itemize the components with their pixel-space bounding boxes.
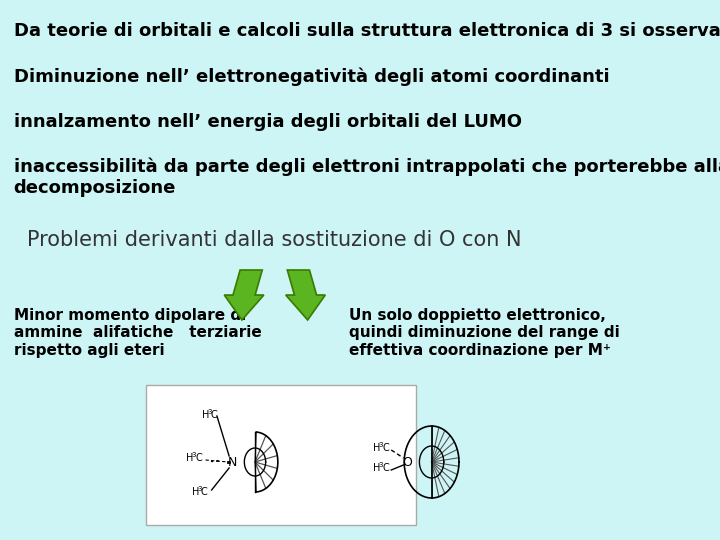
FancyBboxPatch shape	[146, 385, 416, 525]
Text: Da teorie di orbitali e calcoli sulla struttura elettronica di 3 si osserva:: Da teorie di orbitali e calcoli sulla st…	[14, 22, 720, 40]
Text: 3: 3	[378, 462, 383, 468]
Text: 3: 3	[378, 442, 383, 448]
Text: C: C	[201, 487, 207, 497]
Text: H: H	[192, 487, 199, 497]
Text: C: C	[211, 410, 217, 420]
Polygon shape	[286, 270, 325, 320]
Text: H: H	[373, 463, 380, 473]
Text: C: C	[382, 443, 389, 453]
Text: Minor momento dipolare di
ammine  alifatiche   terziarie
rispetto agli eteri: Minor momento dipolare di ammine alifati…	[14, 308, 261, 358]
Text: inaccessibilità da parte degli elettroni intrappolati che porterebbe alla
decomp: inaccessibilità da parte degli elettroni…	[14, 158, 720, 197]
Text: C: C	[382, 463, 389, 473]
Text: 3: 3	[197, 486, 202, 492]
Text: Problemi derivanti dalla sostituzione di O con N: Problemi derivanti dalla sostituzione di…	[27, 230, 521, 250]
Text: innalzamento nell’ energia degli orbitali del LUMO: innalzamento nell’ energia degli orbital…	[14, 113, 522, 131]
Text: N: N	[228, 456, 237, 469]
Text: 3: 3	[207, 409, 212, 415]
Polygon shape	[224, 270, 264, 320]
Text: H: H	[202, 410, 209, 420]
Text: H: H	[373, 443, 380, 453]
Text: H: H	[186, 453, 194, 463]
Text: C: C	[196, 453, 202, 463]
Text: O: O	[402, 456, 412, 469]
Text: 3: 3	[192, 452, 197, 458]
Text: Diminuzione nell’ elettronegatività degli atomi coordinanti: Diminuzione nell’ elettronegatività degl…	[14, 68, 609, 86]
Text: Un solo doppietto elettronico,
quindi diminuzione del range di
effettiva coordin: Un solo doppietto elettronico, quindi di…	[348, 308, 619, 358]
